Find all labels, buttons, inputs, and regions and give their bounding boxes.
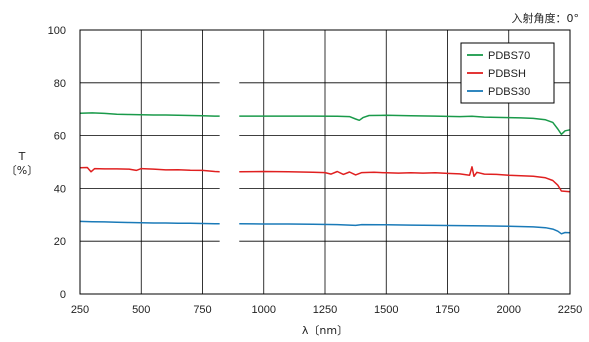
y-axis-title: T [18, 150, 26, 163]
y-tick-labels: 0 20 40 60 80 100 [48, 25, 66, 301]
y-tick-label: 100 [48, 25, 66, 37]
x-tick-label: 2250 [558, 304, 582, 316]
x-tick-label: 1750 [435, 304, 459, 316]
data-gap-mask [219, 31, 240, 293]
plot-frame [79, 29, 571, 295]
x-tick-labels: 250 500 750 1000 1250 1500 1750 2000 2250 [71, 304, 582, 316]
legend: PDBS70 PDBSH PDBS30 [460, 42, 555, 104]
y-tick-label: 40 [54, 183, 66, 195]
x-tick-label: 500 [132, 304, 150, 316]
legend-label-pdbs70: PDBS70 [488, 50, 530, 62]
series-layer [79, 112, 571, 235]
series-line-pdbs30 [79, 220, 571, 235]
series-line-pdbs70 [79, 112, 571, 136]
y-tick-label: 60 [54, 131, 66, 143]
y-tick-label: 80 [54, 78, 66, 90]
series-line-pdbsh [79, 166, 571, 193]
y-axis-unit: 〔%〕 [6, 164, 38, 177]
x-axis-title: λ〔nm〕 [302, 324, 348, 337]
x-tick-label: 250 [71, 304, 89, 316]
legend-label-pdbs30: PDBS30 [488, 86, 530, 98]
x-tick-label: 1000 [252, 304, 276, 316]
x-tick-label: 1250 [313, 304, 337, 316]
x-tick-label: 1500 [374, 304, 398, 316]
incidence-angle-annotation: 入射角度：0° [512, 11, 580, 25]
x-tick-label: 750 [193, 304, 211, 316]
legend-label-pdbsh: PDBSH [488, 68, 526, 80]
x-tick-label: 2000 [497, 304, 521, 316]
y-tick-label: 20 [54, 236, 66, 248]
y-tick-label: 0 [60, 289, 66, 301]
